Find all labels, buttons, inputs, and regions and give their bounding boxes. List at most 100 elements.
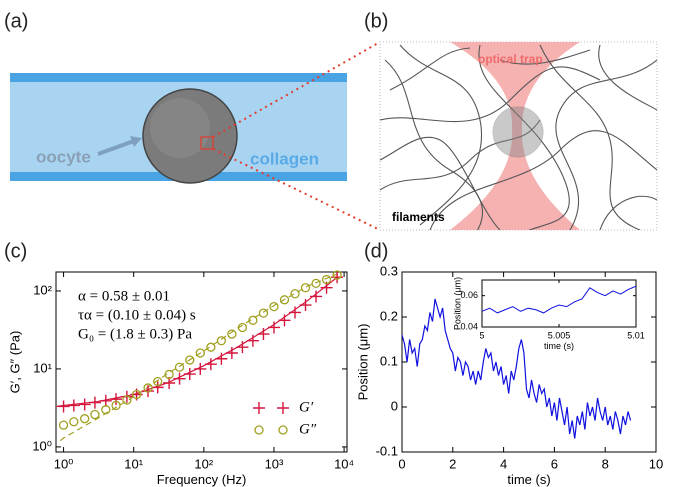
marker-circle — [153, 376, 163, 387]
marker-plus — [67, 399, 80, 412]
y-axis-label: Position (μm) — [452, 277, 462, 330]
y-tick-label: 0.06 — [460, 290, 478, 300]
marker-circle — [279, 295, 290, 305]
marker-circle — [290, 289, 300, 299]
label-optical-trap: optical trap — [478, 52, 543, 66]
marker-circle — [195, 348, 205, 358]
channel-wall — [10, 73, 347, 82]
marker-circle — [237, 322, 248, 333]
marker-plus — [183, 368, 196, 381]
y-axis-label: G′, G″ (Pa) — [7, 331, 22, 394]
marker-circle — [300, 283, 311, 293]
x-tick-label: 10² — [194, 456, 213, 471]
marker-circle — [90, 409, 100, 420]
plot-frame — [481, 279, 637, 328]
optical-trap — [450, 42, 580, 230]
label-collagen: collagen — [250, 149, 319, 168]
trace — [481, 285, 637, 314]
marker-plus — [267, 321, 280, 334]
marker-plus — [236, 341, 249, 354]
y-tick-label: 10⁰ — [32, 438, 52, 453]
x-tick-label: 10³ — [265, 456, 284, 471]
marker-circle — [227, 329, 237, 339]
panel-label: (a) — [4, 10, 28, 32]
marker-circle — [311, 278, 321, 289]
marker-circle — [58, 420, 69, 430]
x-tick-label: 0 — [398, 456, 405, 471]
marker-circle — [164, 369, 174, 380]
marker-circle — [332, 270, 342, 280]
marker-circle — [269, 301, 279, 312]
marker-circle — [174, 362, 185, 372]
zoom-line — [212, 41, 381, 138]
zoom-box — [200, 136, 214, 150]
marker-circle — [69, 417, 79, 427]
marker-circle — [254, 425, 264, 435]
arrow-head — [130, 136, 142, 147]
marker-circle — [216, 336, 227, 346]
marker-plus — [246, 334, 259, 347]
x-tick-label: 5 — [479, 330, 484, 340]
marker-plus — [257, 328, 270, 341]
marker-circle — [206, 342, 216, 352]
marker-plus — [57, 400, 70, 413]
x-tick-label: 10 — [649, 456, 663, 471]
x-tick-label: 5.01 — [627, 330, 645, 340]
marker-plus — [277, 402, 289, 414]
marker-circle — [80, 414, 90, 424]
marker-plus — [151, 381, 164, 394]
marker-circle — [185, 355, 195, 365]
fit-line — [59, 273, 338, 442]
marker-circle — [101, 405, 111, 415]
marker-plus — [299, 299, 312, 312]
label-filaments: filaments — [392, 210, 445, 224]
marker-circle — [258, 308, 269, 318]
y-tick-label: -0.1 — [376, 443, 398, 458]
marker-plus — [173, 372, 186, 385]
marker-plus — [310, 290, 323, 303]
x-axis-label: Frequency (Hz) — [157, 472, 247, 487]
marker-circle — [131, 389, 142, 400]
plot-frame — [55, 271, 348, 453]
marker-circle — [143, 383, 153, 393]
marker-plus — [142, 385, 155, 398]
x-tick-label: 4 — [500, 456, 507, 471]
marker-plus — [110, 393, 123, 406]
panel-label: (b) — [364, 10, 388, 32]
y-tick-label: 10¹ — [33, 360, 52, 375]
marker-plus — [88, 396, 101, 409]
marker-circle — [321, 274, 332, 285]
y-tick-label: 10² — [33, 282, 52, 297]
legend-label: G′ — [299, 399, 314, 415]
x-tick-label: 8 — [602, 456, 609, 471]
label-oocyte: oocyte — [36, 147, 91, 166]
marker-plus — [225, 347, 238, 360]
marker-circle — [122, 395, 132, 405]
marker-plus — [99, 394, 112, 407]
oocyte-texture — [150, 98, 210, 158]
x-tick-label: 10¹ — [124, 456, 143, 471]
annotation: τα = (0.10 ± 0.04) s — [78, 307, 196, 323]
y-tick-label: 0.3 — [380, 263, 398, 278]
x-tick-label: 6 — [551, 456, 558, 471]
annotation: α = 0.58 ± 0.01 — [78, 288, 170, 304]
y-tick-label: 0 — [391, 398, 398, 413]
marker-circle — [278, 425, 288, 435]
marker-plus — [253, 402, 265, 414]
panel-label: (d) — [364, 240, 388, 262]
zoom-line — [212, 148, 381, 231]
y-tick-label: 0.04 — [460, 321, 478, 331]
x-tick-label: 10⁴ — [334, 456, 354, 471]
x-tick-label: 10⁰ — [54, 456, 74, 471]
panel-label: (c) — [4, 240, 27, 262]
trace — [401, 298, 632, 439]
marker-plus — [194, 362, 207, 375]
marker-plus — [204, 358, 217, 371]
y-axis-label: Position (μm) — [355, 324, 370, 401]
marker-plus — [278, 314, 291, 327]
marker-plus — [78, 398, 91, 411]
x-tick-label: 5.005 — [548, 330, 571, 340]
y-tick-label: 0.2 — [380, 308, 398, 323]
marker-plus — [215, 352, 228, 365]
